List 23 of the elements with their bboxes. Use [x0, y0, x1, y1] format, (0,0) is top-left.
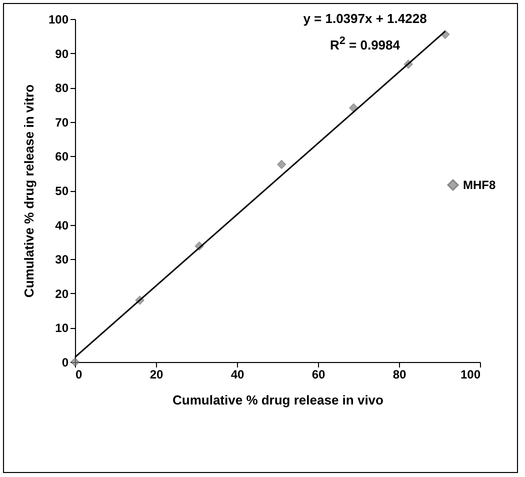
- x-tick-label: 40: [230, 368, 244, 382]
- y-tick-label: 20: [55, 286, 69, 301]
- y-tick-label: 10: [55, 321, 69, 336]
- y-tick-label: 40: [55, 218, 69, 232]
- y-tick-label: 50: [55, 184, 69, 198]
- x-tick-label: 0: [76, 368, 82, 382]
- y-tick-label: 30: [55, 252, 69, 267]
- y-tick-label: 0: [62, 356, 69, 370]
- x-tick-label: 100: [460, 368, 481, 382]
- x-tick-label: 80: [392, 368, 406, 382]
- y-tick-label: 60: [55, 150, 69, 164]
- legend-label: MHF8: [463, 178, 496, 192]
- annotation: R$^{2}$ = 0.9984: [329, 34, 401, 54]
- y-tick-label: 90: [55, 46, 69, 61]
- point: [277, 160, 286, 169]
- y-tick-label: 70: [55, 115, 69, 130]
- y-tick-label: 100: [48, 12, 69, 26]
- y-axis-title: Cumulative % drug release in vitro: [21, 84, 36, 298]
- y-tick-label: 80: [55, 81, 69, 96]
- annotation: y = 1.0397x + 1.4228: [302, 10, 428, 28]
- x-tick-label: 20: [150, 368, 164, 382]
- x-axis-title: Cumulative % drug release in vivo: [172, 392, 384, 408]
- x-tick-label: 60: [312, 368, 326, 382]
